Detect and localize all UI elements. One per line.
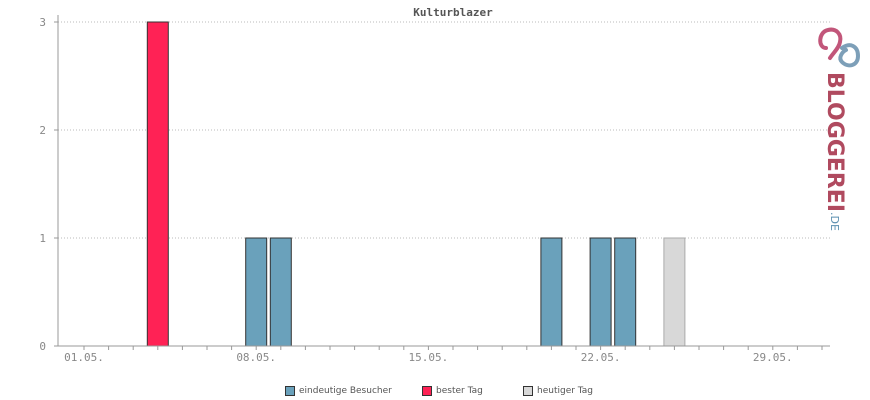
bar-22-05- xyxy=(589,237,612,347)
bloggerei-logo xyxy=(812,18,870,218)
x-tick-labels: 01.05. 08.05. 15.05. 22.05. 29.05. xyxy=(64,351,793,364)
bloggerei-wordmark: BLOGGEREI.DE xyxy=(822,72,847,231)
legend-item-eindeutige-besucher: eindeutige Besucher xyxy=(285,386,392,396)
y-tick-label-0: 0 xyxy=(39,340,46,353)
legend-swatch-eindeutige-besucher xyxy=(285,386,295,396)
legend: eindeutige Besucher bester Tag heutiger … xyxy=(0,386,870,400)
legend-swatch-heutiger-tag xyxy=(523,386,533,396)
x-tick-label-29-05-: 29.05. xyxy=(753,351,793,364)
bar-25-05- xyxy=(663,237,686,347)
brand-name: BLOGGEREI xyxy=(822,72,847,213)
chart-title: Kulturblazer xyxy=(413,6,493,19)
bar-09-05- xyxy=(269,237,292,347)
grid xyxy=(58,21,830,239)
bar-04-05- xyxy=(146,21,169,347)
legend-swatch-bester-tag xyxy=(422,386,432,396)
x-tick-label-08-05-: 08.05. xyxy=(236,351,276,364)
legend-label-bester-tag: bester Tag xyxy=(436,386,483,396)
legend-label-eindeutige-besucher: eindeutige Besucher xyxy=(299,386,392,396)
y-tick-labels: 0 1 2 3 xyxy=(39,16,46,353)
bar-20-05- xyxy=(540,237,563,347)
bars xyxy=(146,21,686,347)
bar-08-05- xyxy=(245,237,268,347)
bar-23-05- xyxy=(614,237,637,347)
brand-suffix: .DE xyxy=(828,212,841,231)
x-tick-label-15-05-: 15.05. xyxy=(409,351,449,364)
legend-item-heutiger-tag: heutiger Tag xyxy=(523,386,593,396)
legend-item-bester-tag: bester Tag xyxy=(422,386,483,396)
y-tick-label-3: 3 xyxy=(39,16,46,29)
x-tick-label-22-05-: 22.05. xyxy=(581,351,621,364)
axes xyxy=(54,15,830,350)
y-tick-label-1: 1 xyxy=(39,232,46,245)
legend-label-heutiger-tag: heutiger Tag xyxy=(537,386,594,396)
y-tick-label-2: 2 xyxy=(39,124,46,137)
bloggerei-logo-icon xyxy=(818,27,861,68)
x-tick-label-01-05-: 01.05. xyxy=(64,351,104,364)
